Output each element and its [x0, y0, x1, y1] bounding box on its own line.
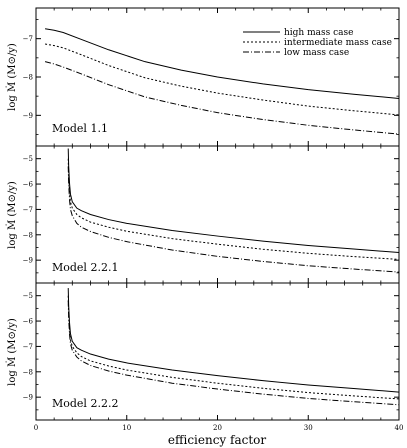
- y-axis-label-model-2-2-1: log Ṁ (M⊙/y): [6, 181, 18, 249]
- series-high-mass-case-model-2-2-2: [67, 288, 400, 393]
- x-tick-label: 20: [213, 424, 222, 432]
- y-tick-label: −9: [23, 257, 33, 265]
- y-tick-label: −9: [23, 394, 33, 402]
- y-tick-label: −8: [23, 74, 33, 82]
- chart-layer: −7 −8 −9 −5 −6 −7 −8 −9 0 10 20 30 40 −5 −6 −7 −8 −9: [23, 8, 404, 432]
- x-tick-label: 0: [34, 424, 38, 432]
- y-tick-label: −6: [23, 318, 34, 326]
- y-tick-label: −5: [23, 155, 33, 163]
- x-tick-label: 40: [395, 424, 404, 432]
- y-tick-label: −7: [23, 35, 33, 43]
- y-tick-label: −8: [23, 231, 33, 239]
- series-high-mass-case-model-1-1: [44, 28, 400, 99]
- y-tick-label: −6: [23, 181, 34, 189]
- panel-title-model-1-1: Model 1.1: [52, 122, 108, 135]
- panel-title-model-2-2-2: Model 2.2.2: [52, 397, 118, 410]
- legend-label-high-mass: high mass case: [284, 28, 353, 38]
- x-axis-label: efficiency factor: [168, 433, 267, 447]
- series-low-mass-case-model-1-1: [44, 61, 400, 135]
- series-low-mass-case-model-2-2-2: [67, 300, 400, 406]
- series-intermediate-mass-case-model-1-1: [44, 43, 400, 116]
- y-tick-label: −9: [23, 112, 33, 120]
- panel-title-model-2-2-1: Model 2.2.1: [52, 261, 118, 274]
- series-low-mass-case-model-2-2-1: [67, 166, 400, 273]
- y-tick-label: −7: [23, 343, 33, 351]
- y-tick-label: −7: [23, 206, 33, 214]
- y-axis-label-model-2-2-2: log Ṁ (M⊙/y): [6, 318, 18, 386]
- y-axis-label-model-1-1: log Ṁ (M⊙/y): [6, 43, 18, 111]
- legend-label-low-mass: low mass case: [284, 48, 349, 58]
- y-tick-label: −5: [23, 292, 33, 300]
- x-tick-label: 10: [122, 424, 131, 432]
- y-tick-label: −8: [23, 368, 33, 376]
- series-intermediate-mass-case-model-2-2-1: [67, 158, 400, 260]
- x-tick-label: 30: [304, 424, 313, 432]
- series-intermediate-mass-case-model-2-2-2: [67, 295, 400, 400]
- legend-label-intermediate-mass: intermediate mass case: [284, 38, 392, 48]
- series-high-mass-case-model-2-2-1: [67, 148, 400, 254]
- legend: high mass case intermediate mass case lo…: [243, 28, 392, 58]
